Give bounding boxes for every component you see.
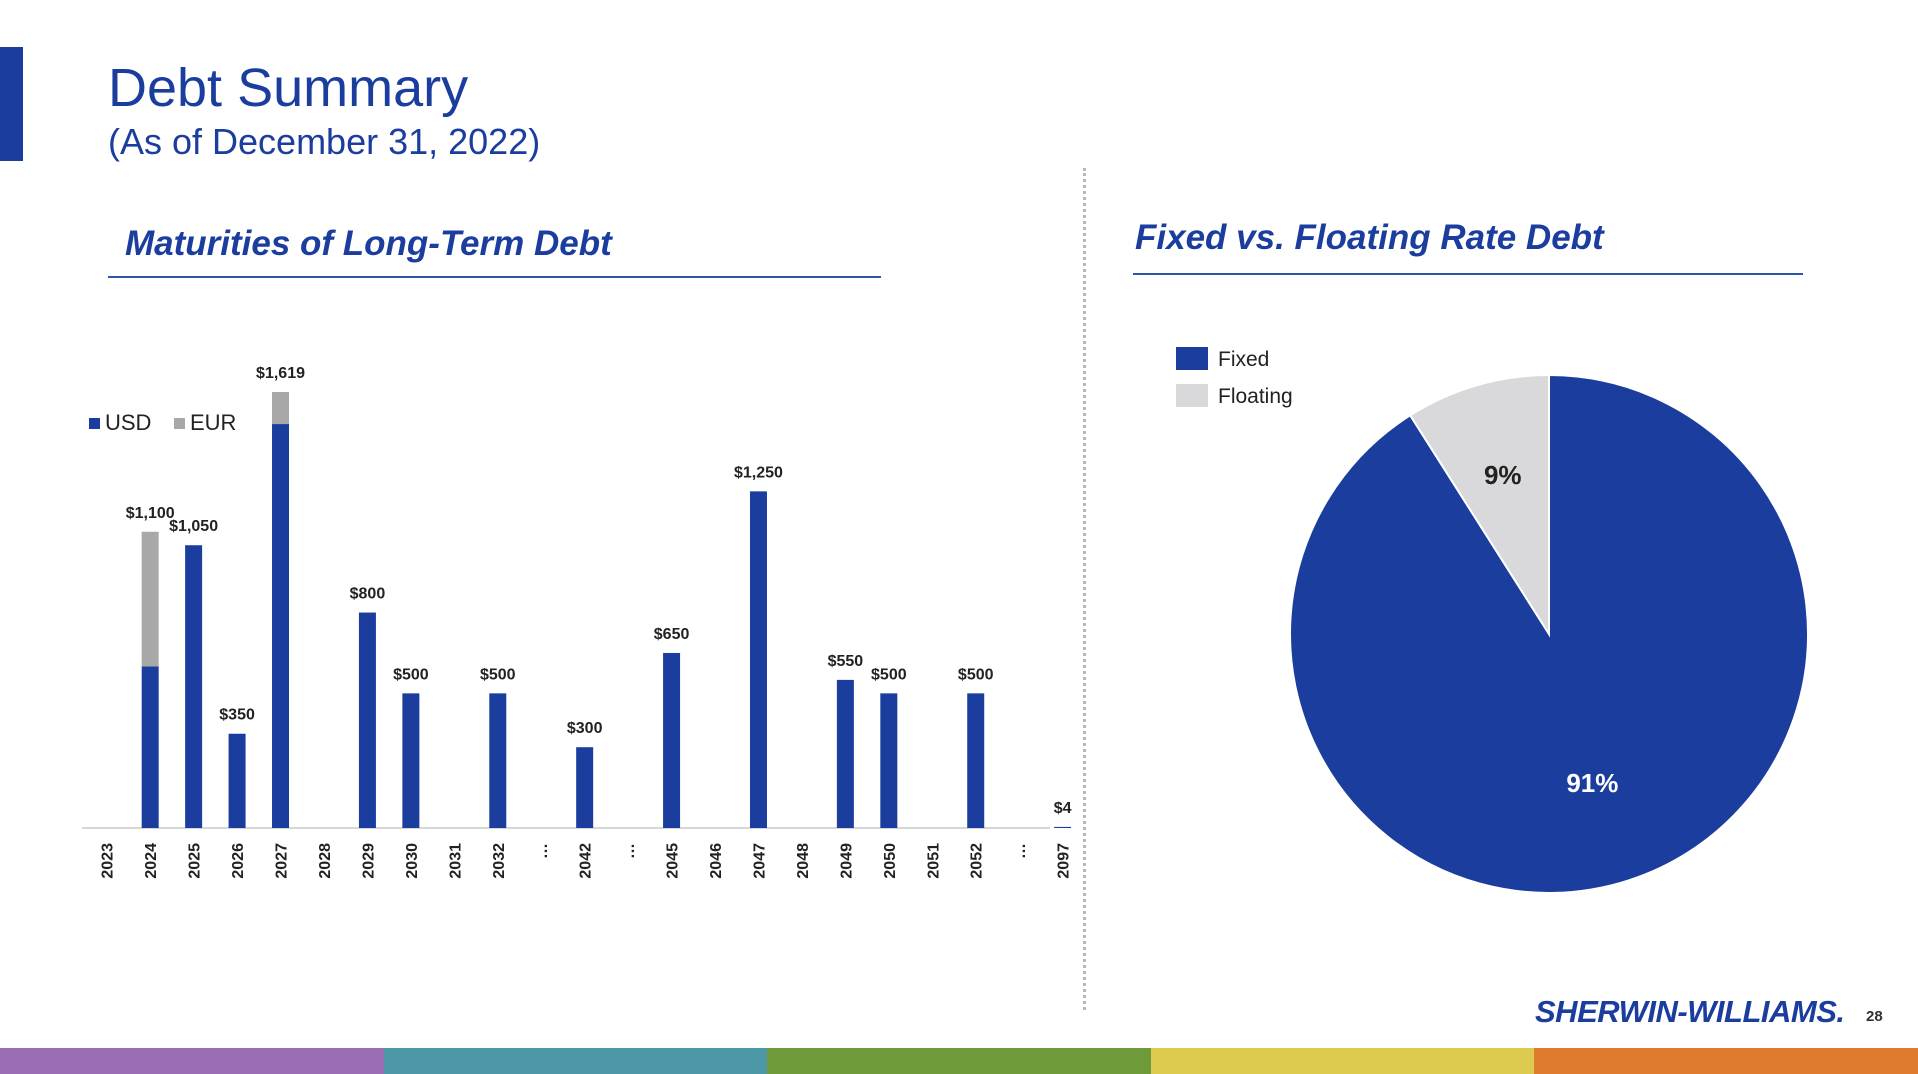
x-tick-label: 2028 (317, 843, 334, 879)
bar-data-label: $650 (654, 626, 690, 643)
x-tick-label: … (1012, 843, 1029, 859)
footer-strip-segment (0, 1048, 384, 1074)
legend-swatch (174, 418, 185, 429)
footer-color-strip (0, 1048, 1918, 1074)
bar-usd (358, 612, 376, 828)
x-tick-label: 2023 (100, 843, 117, 879)
x-tick-label: 2026 (230, 843, 247, 879)
x-tick-label: 2051 (925, 843, 942, 879)
bar-usd (141, 666, 159, 828)
bar-usd (836, 679, 854, 828)
x-tick-label: 2046 (708, 843, 725, 879)
x-tick-label: 2031 (447, 843, 464, 879)
page-subtitle: (As of December 31, 2022) (108, 121, 541, 162)
bar-usd (749, 491, 767, 828)
page-title: Debt Summary (108, 58, 469, 118)
x-tick-label: 2048 (795, 843, 812, 879)
footer-strip-segment (383, 1048, 768, 1074)
legend-swatch (89, 418, 100, 429)
bar-usd (576, 747, 594, 828)
x-tick-label: 2024 (143, 843, 160, 879)
bar-usd (967, 693, 985, 828)
x-tick-label: 2052 (969, 843, 986, 879)
bar-usd (1054, 826, 1072, 828)
x-tick-label: 2042 (578, 843, 595, 879)
bar-data-label: $1,050 (169, 518, 218, 535)
bar-data-label: $500 (393, 666, 429, 683)
bar-usd (402, 693, 420, 828)
bar-data-label: $1,100 (126, 505, 175, 522)
pie-slice-floating (1408, 373, 1550, 638)
footer-strip-segment (767, 1048, 1151, 1074)
legend-label: Floating (1218, 385, 1293, 408)
legend-label: Fixed (1218, 348, 1269, 371)
x-tick-label: … (534, 843, 551, 859)
x-tick-label: … (621, 843, 638, 859)
bar-data-label: $350 (219, 707, 255, 724)
bar-usd (663, 652, 681, 828)
accent-bar (0, 47, 23, 161)
x-tick-label: 2045 (665, 843, 682, 879)
x-tick-label: 2049 (838, 843, 855, 879)
legend-swatch (1176, 384, 1208, 407)
rate-section-rule (1133, 273, 1803, 275)
legend-label: USD (105, 410, 151, 435)
maturities-section-rule (108, 276, 881, 278)
bar-data-label: $500 (958, 666, 994, 683)
footer-strip-segment (1534, 1048, 1918, 1074)
bar-data-label: $800 (350, 586, 386, 603)
bar-usd (272, 424, 290, 828)
bar-usd (880, 693, 898, 828)
bar-usd (489, 693, 507, 828)
x-tick-label: 2025 (187, 843, 204, 879)
pie-value-label: 91% (1566, 768, 1618, 798)
pie-value-label: 9% (1484, 460, 1522, 490)
x-tick-label: 2050 (882, 843, 899, 879)
bar-eur (272, 392, 290, 425)
footer-strip-segment (1150, 1048, 1535, 1074)
legend-swatch (1176, 347, 1208, 370)
bar-data-label: $500 (871, 666, 907, 683)
section-divider (1083, 168, 1086, 1010)
x-tick-label: 2097 (1056, 843, 1073, 879)
bar-data-label: $1,250 (734, 464, 783, 481)
bar-data-label: $500 (480, 666, 516, 683)
x-tick-label: 2047 (751, 843, 768, 879)
bar-eur (141, 531, 159, 667)
page-number: 28 (1866, 1008, 1883, 1025)
bar-data-label: $1,619 (256, 365, 305, 382)
bar-data-label: $550 (828, 653, 864, 670)
maturities-section-title: Maturities of Long-Term Debt (125, 224, 612, 263)
bar-data-label: $300 (567, 720, 603, 737)
rate-section-title: Fixed vs. Floating Rate Debt (1135, 218, 1604, 257)
x-tick-label: 2027 (274, 843, 291, 879)
legend-label: EUR (190, 410, 236, 435)
bar-usd (228, 733, 246, 828)
x-tick-label: 2029 (360, 843, 377, 879)
sherwin-williams-logo: SHERWIN-WILLIAMS. (1535, 994, 1845, 1029)
x-tick-label: 2030 (404, 843, 421, 879)
x-tick-label: 2032 (491, 843, 508, 879)
bar-usd (185, 545, 203, 828)
bar-data-label: $4 (1054, 800, 1072, 817)
